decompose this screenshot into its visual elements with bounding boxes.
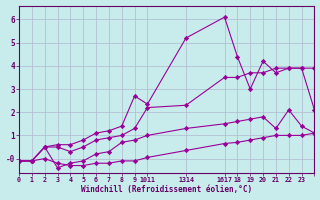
X-axis label: Windchill (Refroidissement éolien,°C): Windchill (Refroidissement éolien,°C) bbox=[81, 185, 252, 194]
